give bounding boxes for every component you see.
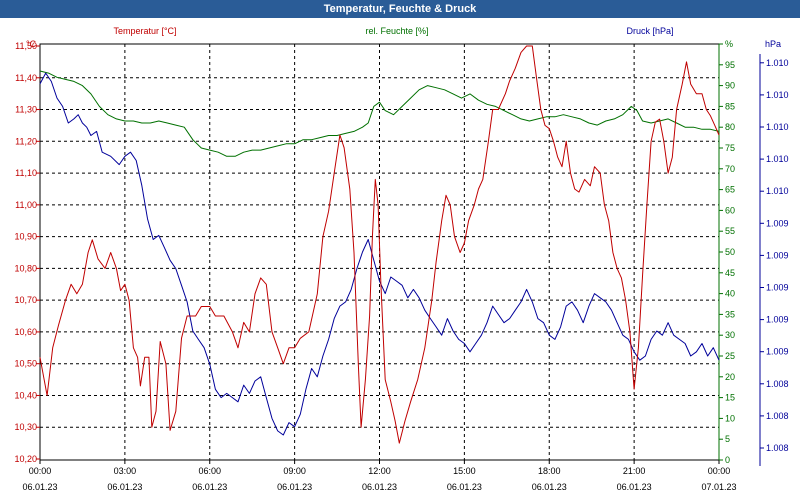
humidity-tick-label: 40 [725, 289, 735, 299]
humidity-tick-label: 45 [725, 268, 735, 278]
pressure-tick-label: 1.010 [766, 186, 789, 196]
humidity-tick-label: 20 [725, 372, 735, 382]
x-tick-label-date: 06.01.23 [22, 482, 57, 492]
temperature-tick-label: 10,20 [14, 454, 37, 464]
humidity-tick-label: 25 [725, 351, 735, 361]
pressure-tick-label: 1.010 [766, 122, 789, 132]
pressure-tick-label: 1.009 [766, 250, 789, 260]
temperature-tick-label: 11,20 [15, 136, 37, 146]
chart-title: Temperatur, Feuchte & Druck [0, 0, 800, 18]
x-tick-label-time: 03:00 [114, 466, 137, 476]
pressure-series-line [39, 72, 720, 436]
x-tick-label-time: 21:00 [623, 466, 646, 476]
x-tick-label-time: 18:00 [538, 466, 561, 476]
pressure-tick-label: 1.009 [766, 218, 789, 228]
temperature-tick-label: 11,50 [15, 41, 37, 51]
temperature-tick-label: 11,40 [15, 73, 37, 83]
x-tick-label-date: 06.01.23 [617, 482, 652, 492]
humidity-tick-label: 70 [725, 164, 735, 174]
humidity-tick-label: 50 [725, 247, 735, 257]
pressure-tick-label: 1.008 [766, 411, 789, 421]
x-tick-label-time: 00:00 [29, 466, 52, 476]
temperature-series-line [39, 45, 720, 444]
x-tick-label-date: 06.01.23 [192, 482, 227, 492]
temperature-tick-label: 11,10 [15, 168, 37, 178]
temperature-tick-label: 11,30 [15, 105, 37, 115]
x-tick-label-date: 06.01.23 [277, 482, 312, 492]
humidity-axis-title: rel. Feuchte [%] [365, 26, 428, 36]
humidity-tick-label: 30 [725, 330, 735, 340]
humidity-tick-label: 85 [725, 101, 735, 111]
pressure-tick-label: 1.010 [766, 90, 789, 100]
x-tick-label-date: 06.01.23 [362, 482, 397, 492]
x-tick-label-time: 00:00 [708, 466, 731, 476]
x-tick-label-time: 06:00 [198, 466, 221, 476]
grid [39, 43, 720, 461]
pressure-tick-label: 1.008 [766, 443, 789, 453]
temperature-tick-label: 10,60 [14, 327, 37, 337]
axes: 00:00 06.01.23 03:00 06.01.23 06:00 06.01.23 0… [14, 39, 788, 492]
chart-canvas: Temperatur [°C] rel. Feuchte [%] Druck [… [14, 26, 788, 492]
x-tick-label-time: 12:00 [368, 466, 391, 476]
humidity-tick-label: 80 [725, 122, 735, 132]
pressure-tick-label: 1.009 [766, 347, 789, 357]
humidity-tick-label: 65 [725, 185, 735, 195]
humidity-tick-label: 15 [725, 393, 735, 403]
humidity-tick-label: 0 [725, 455, 730, 465]
pressure-unit-label: hPa [765, 39, 781, 49]
humidity-tick-label: 55 [725, 226, 735, 236]
temperature-tick-label: 10,50 [14, 359, 37, 369]
x-tick-label-time: 15:00 [453, 466, 476, 476]
pressure-tick-label: 1.010 [766, 58, 789, 68]
humidity-tick-label: 5 [725, 434, 730, 444]
pressure-tick-label: 1.009 [766, 283, 789, 293]
temperature-tick-label: 10,40 [14, 390, 37, 400]
x-tick-label-date: 07.01.23 [701, 482, 736, 492]
humidity-tick-label: 35 [725, 309, 735, 319]
temperature-axis-title: Temperatur [°C] [113, 26, 176, 36]
humidity-tick-label: 60 [725, 205, 735, 215]
pressure-tick-label: 1.009 [766, 315, 789, 325]
temperature-tick-label: 11,00 [15, 200, 37, 210]
temperature-tick-label: 10,70 [14, 295, 37, 305]
temperature-tick-label: 10,30 [14, 422, 37, 432]
x-tick-label-date: 06.01.23 [447, 482, 482, 492]
temperature-unit-label: °C [26, 39, 37, 49]
x-tick-label-date: 06.01.23 [107, 482, 142, 492]
humidity-tick-label: % [725, 39, 733, 49]
humidity-tick-label: 75 [725, 143, 735, 153]
temperature-tick-label: 10,90 [14, 232, 37, 242]
humidity-tick-label: 10 [725, 413, 735, 423]
pressure-axis-title: Druck [hPa] [626, 26, 673, 36]
series-layer [39, 45, 720, 444]
humidity-tick-label: 95 [725, 60, 735, 70]
x-tick-label-time: 09:00 [283, 466, 306, 476]
pressure-tick-label: 1.010 [766, 154, 789, 164]
humidity-tick-label: 90 [725, 81, 735, 91]
humidity-series-line [39, 70, 720, 157]
temperature-tick-label: 10,80 [14, 263, 37, 273]
pressure-tick-label: 1.008 [766, 379, 789, 389]
x-tick-label-date: 06.01.23 [532, 482, 567, 492]
